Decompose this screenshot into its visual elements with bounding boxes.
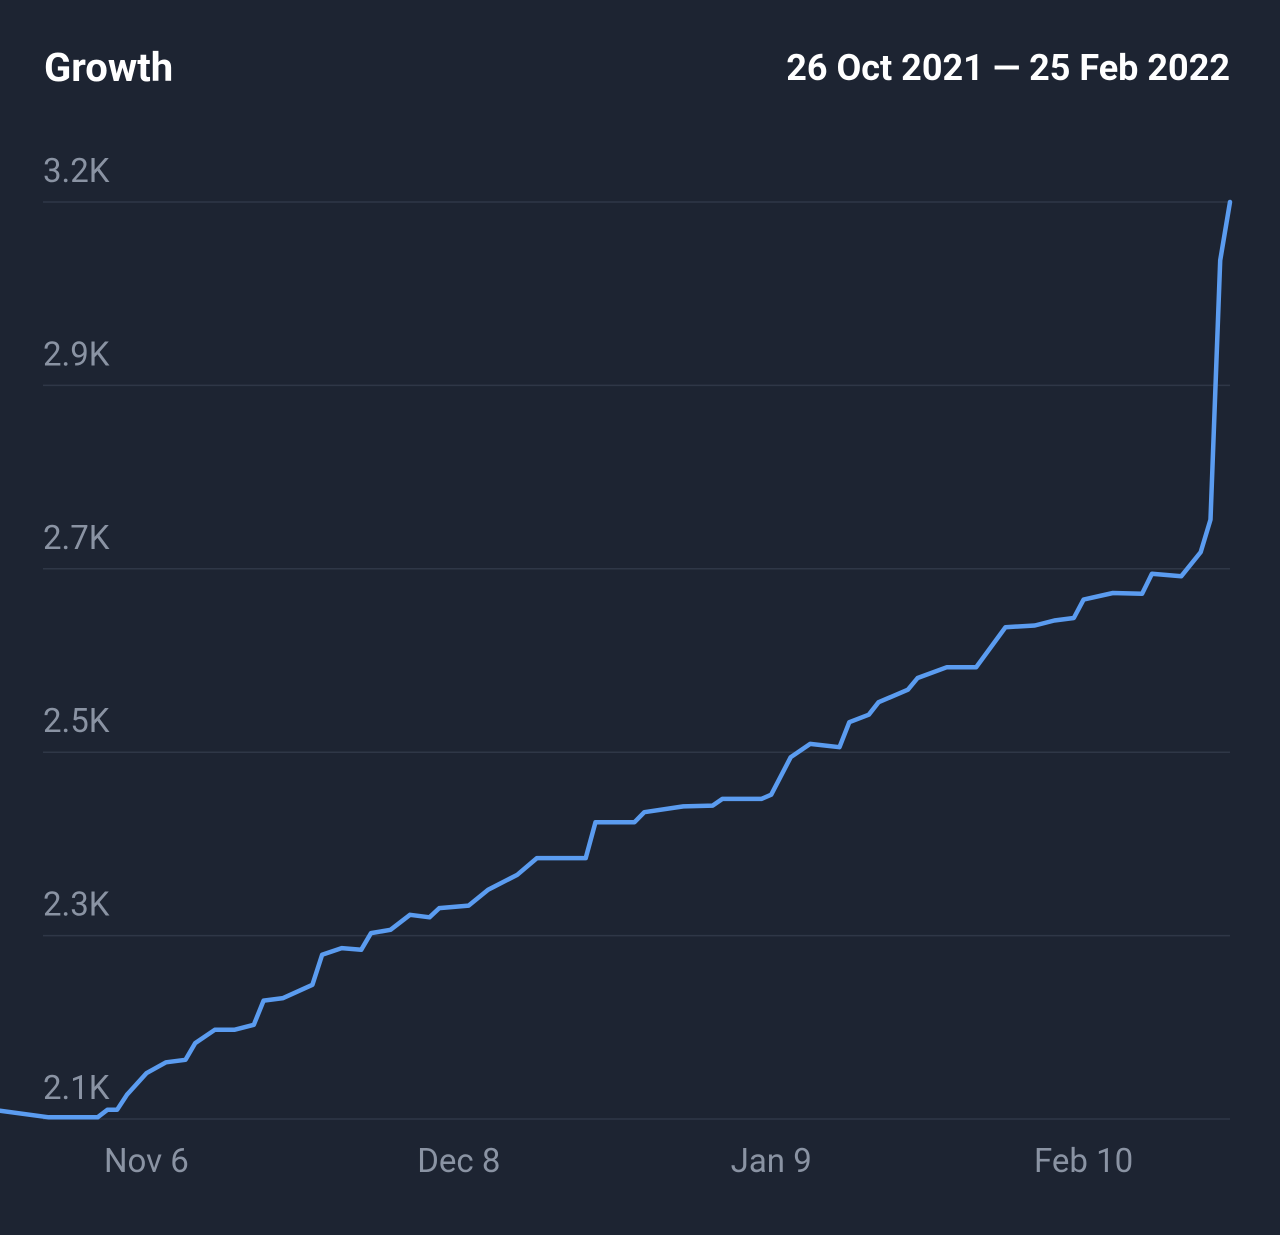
y-tick-label: 2.7K bbox=[43, 519, 110, 558]
chart-title: Growth bbox=[44, 44, 173, 91]
growth-line bbox=[0, 199, 1233, 1120]
x-tick-label: Feb 10 bbox=[1034, 1142, 1133, 1181]
y-tick-label: 2.3K bbox=[43, 886, 110, 925]
y-tick-label: 2.5K bbox=[43, 702, 110, 741]
y-tick-label: 2.1K bbox=[43, 1069, 110, 1108]
x-tick-label: Dec 8 bbox=[417, 1142, 500, 1181]
y-tick-label: 3.2K bbox=[43, 152, 110, 191]
date-range: 26 Oct 2021 — 25 Feb 2022 bbox=[786, 47, 1230, 89]
x-tick-label: Nov 6 bbox=[104, 1142, 189, 1181]
y-tick-label: 2.9K bbox=[43, 335, 110, 374]
x-tick-label: Jan 9 bbox=[731, 1142, 812, 1181]
